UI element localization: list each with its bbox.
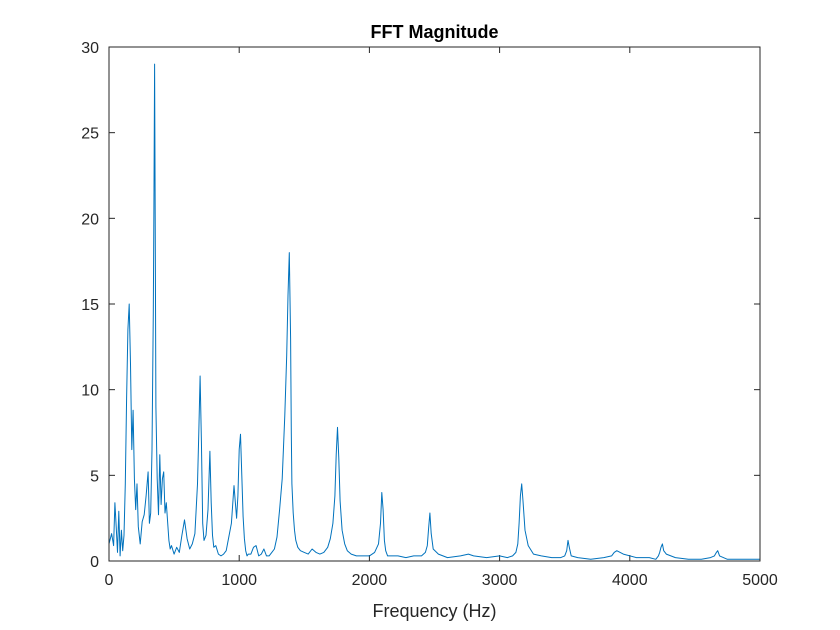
x-tick-label: 2000 — [352, 572, 388, 589]
y-tick-label: 30 — [81, 40, 99, 57]
axis-tick-labels: 0 1000 2000 3000 4000 5000 0 5 10 15 20 25 30 — [81, 40, 778, 589]
chart-title: FFT Magnitude — [371, 22, 499, 42]
y-tick-label: 10 — [81, 383, 99, 400]
x-axis-label: Frequency (Hz) — [372, 601, 496, 621]
x-tick-label: 3000 — [482, 572, 518, 589]
x-tick-label: 4000 — [612, 572, 648, 589]
x-tick-label: 1000 — [221, 572, 257, 589]
x-tick-label: 5000 — [742, 572, 778, 589]
y-tick-label: 5 — [90, 468, 99, 485]
x-tick-label: 0 — [105, 572, 114, 589]
plot-area — [109, 47, 760, 561]
y-tick-label: 25 — [81, 126, 99, 143]
fft-magnitude-line — [108, 63, 760, 560]
y-tick-label: 15 — [81, 297, 99, 314]
y-tick-label: 0 — [90, 554, 99, 571]
y-tick-label: 20 — [81, 211, 99, 228]
axes-box — [108, 46, 761, 562]
